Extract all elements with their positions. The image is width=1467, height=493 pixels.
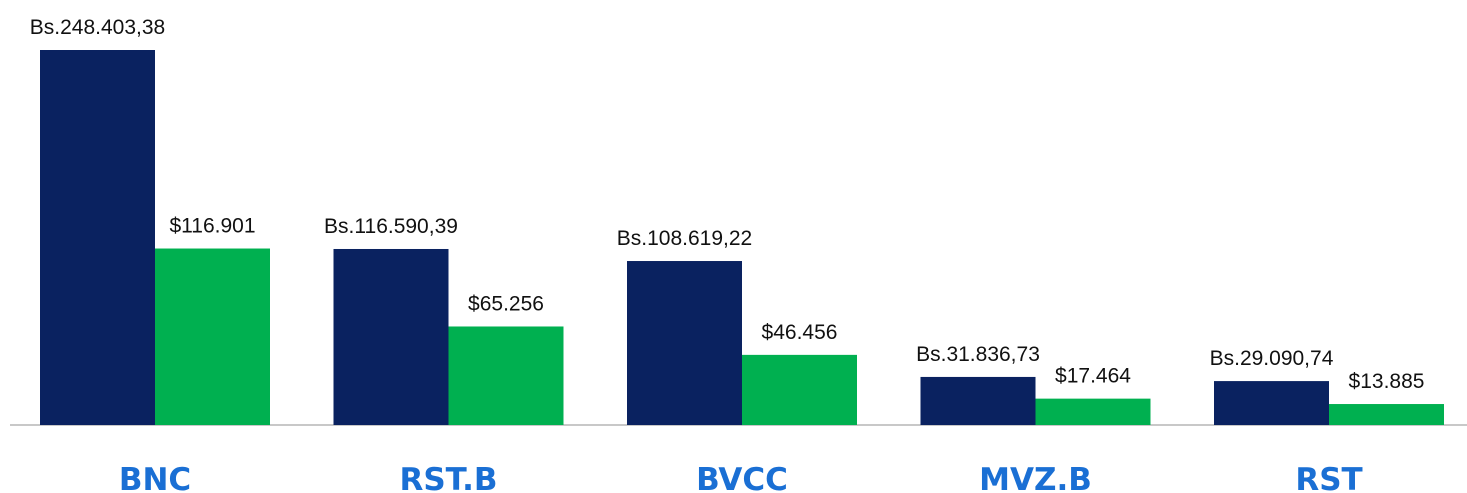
- bar: [155, 248, 270, 425]
- bar: [1329, 404, 1444, 425]
- category-label: RST.B: [399, 462, 497, 493]
- bar: [742, 354, 857, 425]
- value-label: Bs.248.403,38: [30, 16, 165, 39]
- category-label: BVCC: [696, 462, 788, 493]
- category-label: RST: [1295, 462, 1362, 493]
- value-label: $17.464: [1055, 365, 1131, 388]
- category-label: MVZ.B: [979, 462, 1092, 493]
- value-label: $13.885: [1349, 370, 1425, 393]
- value-label: Bs.31.836,73: [916, 343, 1040, 366]
- bar: [1035, 398, 1151, 425]
- bar: [1214, 381, 1329, 425]
- bar: [627, 261, 742, 425]
- value-label: $46.456: [762, 321, 838, 344]
- value-label: Bs.116.590,39: [324, 215, 458, 238]
- bar: [40, 50, 155, 425]
- category-label: BNC: [119, 462, 191, 493]
- bar: [920, 376, 1036, 425]
- bar: [333, 248, 449, 425]
- value-label: Bs.29.090,74: [1210, 347, 1334, 370]
- value-label: $65.256: [468, 292, 544, 315]
- value-label: $116.901: [169, 215, 255, 238]
- bar: [448, 326, 564, 425]
- value-label: Bs.108.619,22: [617, 227, 752, 250]
